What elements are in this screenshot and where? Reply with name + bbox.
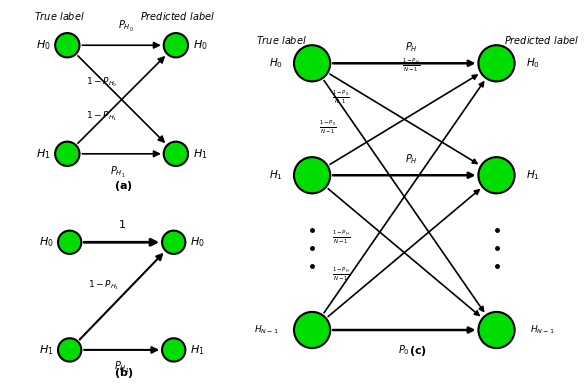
Text: $H_1$: $H_1$ — [193, 147, 208, 161]
Text: $\mathbf{(a)}$: $\mathbf{(a)}$ — [114, 179, 133, 193]
Circle shape — [58, 338, 81, 362]
Text: $\frac{1-P_0}{N\ \ 1}$: $\frac{1-P_0}{N\ \ 1}$ — [332, 89, 350, 106]
Circle shape — [294, 157, 330, 193]
Text: $P_0$: $P_0$ — [399, 343, 410, 357]
Text: $H_0$: $H_0$ — [193, 38, 208, 52]
Text: $H_1$: $H_1$ — [36, 147, 51, 161]
Text: $H_0$: $H_0$ — [36, 38, 51, 52]
Circle shape — [479, 45, 514, 82]
Text: $\mathit{True\ label}$: $\mathit{True\ label}$ — [256, 34, 307, 46]
Circle shape — [294, 312, 330, 348]
Text: $1$: $1$ — [118, 218, 126, 230]
Circle shape — [162, 230, 185, 254]
Text: $H_{N-1}$: $H_{N-1}$ — [530, 324, 555, 336]
Text: $H_0$: $H_0$ — [39, 236, 54, 249]
Text: $\mathbf{(b)}$: $\mathbf{(b)}$ — [114, 367, 133, 380]
Text: $\mathit{Predicted\ label}$: $\mathit{Predicted\ label}$ — [141, 10, 215, 22]
Text: $H_0$: $H_0$ — [269, 57, 283, 70]
Text: $\mathit{Predicted\ label}$: $\mathit{Predicted\ label}$ — [504, 34, 579, 46]
Circle shape — [294, 45, 330, 82]
Text: $H_0$: $H_0$ — [190, 236, 205, 249]
Text: $\mathbf{(c)}$: $\mathbf{(c)}$ — [409, 344, 426, 358]
Text: $P_H$: $P_H$ — [405, 41, 417, 54]
Text: $P_{H_1}$: $P_{H_1}$ — [114, 360, 129, 376]
Text: $P_{H_0}$: $P_{H_0}$ — [118, 19, 133, 34]
Text: $\frac{1-P_H}{N-1}$: $\frac{1-P_H}{N-1}$ — [332, 266, 350, 283]
Text: $\mathit{True\ label}$: $\mathit{True\ label}$ — [34, 10, 85, 22]
Circle shape — [479, 157, 514, 193]
Circle shape — [58, 230, 81, 254]
Text: $H_0$: $H_0$ — [526, 57, 540, 70]
Text: $P_{H_1}$: $P_{H_1}$ — [110, 165, 126, 180]
Circle shape — [163, 142, 188, 166]
Text: $\frac{1-P_H}{N-1}$: $\frac{1-P_H}{N-1}$ — [332, 229, 350, 246]
Text: $H_1$: $H_1$ — [269, 168, 283, 182]
Circle shape — [55, 142, 79, 166]
Circle shape — [163, 33, 188, 57]
Circle shape — [162, 338, 185, 362]
Text: $H_1$: $H_1$ — [190, 343, 205, 357]
Circle shape — [55, 33, 79, 57]
Circle shape — [479, 312, 514, 348]
Text: $H_1$: $H_1$ — [39, 343, 54, 357]
Text: $\frac{1-P_H}{N-1}$: $\frac{1-P_H}{N-1}$ — [402, 56, 420, 74]
Text: $P_H$: $P_H$ — [405, 152, 417, 167]
Text: $H_1$: $H_1$ — [526, 168, 540, 182]
Text: $H_{N-1}$: $H_{N-1}$ — [253, 324, 278, 336]
Text: $1-P_{H_0}$: $1-P_{H_0}$ — [86, 76, 118, 89]
Text: $1-P_{H_1}$: $1-P_{H_1}$ — [88, 278, 119, 292]
Text: $1-P_{H_1}$: $1-P_{H_1}$ — [86, 110, 118, 123]
Text: $\frac{1-P_0}{N-1}$: $\frac{1-P_0}{N-1}$ — [319, 119, 336, 136]
